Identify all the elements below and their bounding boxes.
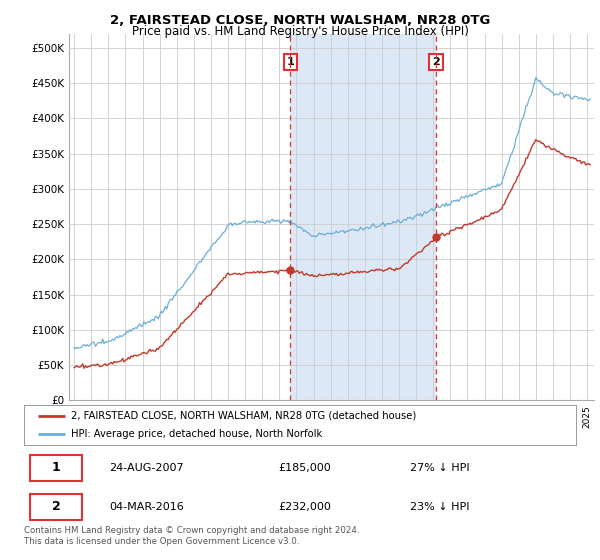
Bar [290,34,436,400]
FancyBboxPatch shape [29,494,82,520]
Text: 2: 2 [432,57,440,67]
Text: 1: 1 [286,57,294,67]
Text: 04-MAR-2016: 04-MAR-2016 [110,502,184,512]
Text: 24-AUG-2007: 24-AUG-2007 [110,463,184,473]
Text: £232,000: £232,000 [278,502,331,512]
Text: 2, FAIRSTEAD CLOSE, NORTH WALSHAM, NR28 0TG: 2, FAIRSTEAD CLOSE, NORTH WALSHAM, NR28 … [110,14,490,27]
FancyBboxPatch shape [29,455,82,480]
Text: 2: 2 [52,501,61,514]
Text: 27% ↓ HPI: 27% ↓ HPI [410,463,470,473]
Text: HPI: Average price, detached house, North Norfolk: HPI: Average price, detached house, Nort… [71,430,322,439]
Text: Price paid vs. HM Land Registry's House Price Index (HPI): Price paid vs. HM Land Registry's House … [131,25,469,38]
Text: 2, FAIRSTEAD CLOSE, NORTH WALSHAM, NR28 0TG (detached house): 2, FAIRSTEAD CLOSE, NORTH WALSHAM, NR28 … [71,411,416,421]
Text: Contains HM Land Registry data © Crown copyright and database right 2024.
This d: Contains HM Land Registry data © Crown c… [24,526,359,546]
Text: 23% ↓ HPI: 23% ↓ HPI [410,502,470,512]
Text: £185,000: £185,000 [278,463,331,473]
Text: 1: 1 [52,461,61,474]
